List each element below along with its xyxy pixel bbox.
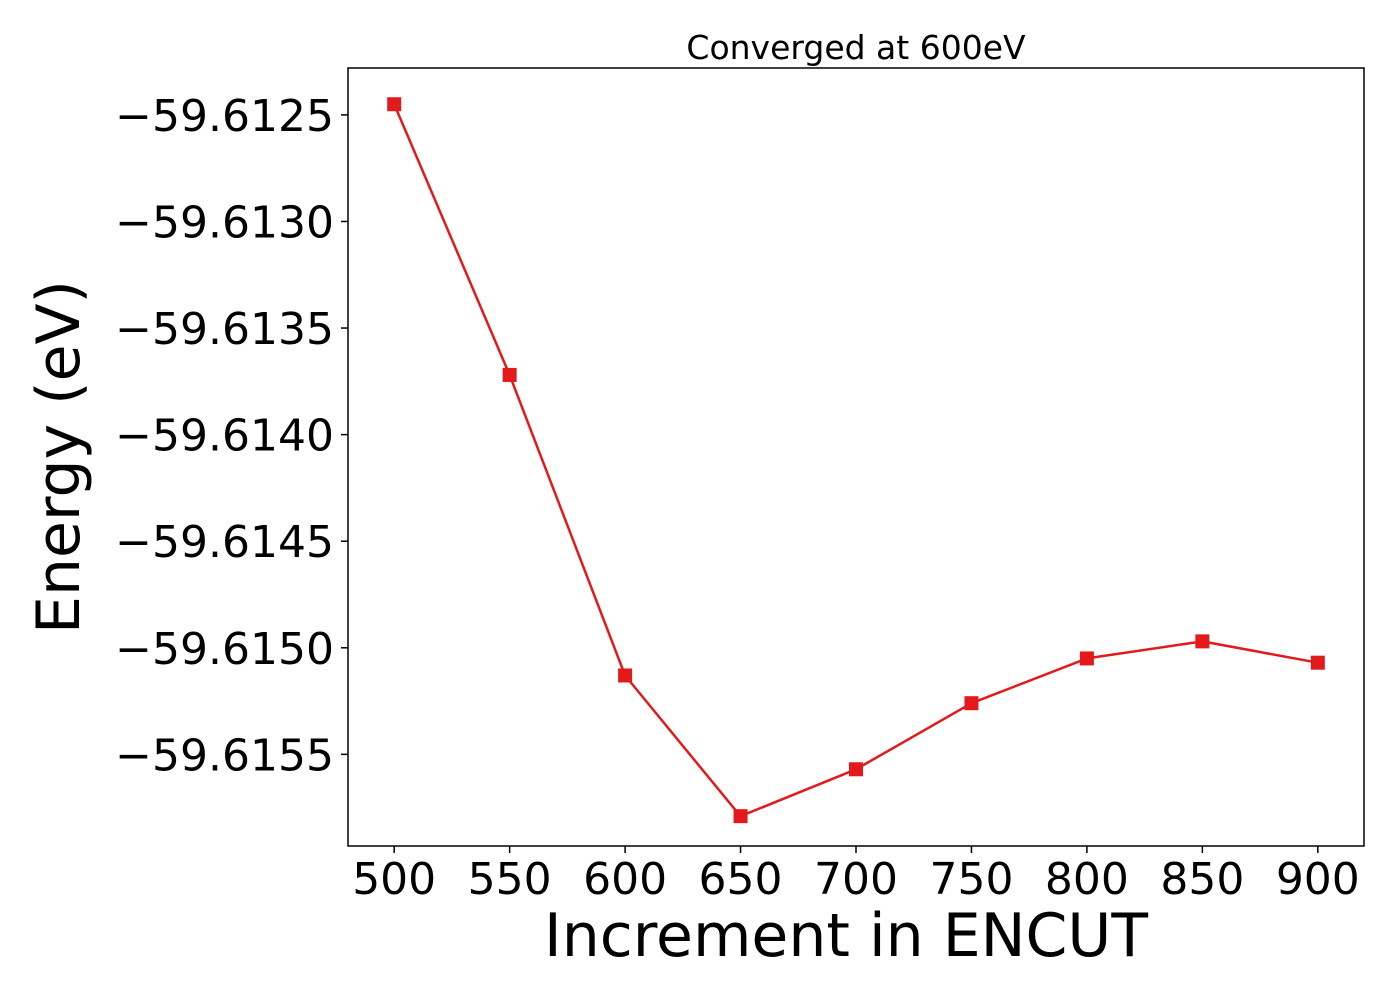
chart-title: Converged at 600eV (686, 28, 1026, 67)
y-tick-label: −59.6145 (115, 517, 334, 568)
data-point-marker (1079, 651, 1094, 666)
x-tick-label: 600 (583, 854, 667, 905)
data-point-marker (849, 762, 863, 777)
data-point-marker (387, 97, 402, 112)
x-tick-label: 850 (1160, 854, 1244, 905)
x-tick-label: 500 (352, 854, 436, 905)
data-point-marker (1310, 655, 1325, 670)
plot-area (347, 67, 1365, 847)
x-tick-label: 750 (929, 854, 1013, 905)
data-point-marker (618, 668, 633, 683)
y-tick-label: −59.6140 (115, 411, 334, 462)
y-axis-label: Energy (eV) (24, 280, 94, 634)
y-axis-ticks: −59.6125 −59.6130 −59.6135 −59.6140 −59.6145… (115, 91, 348, 781)
data-point-marker (733, 809, 748, 824)
series-layer (387, 97, 1325, 824)
x-axis-label: Increment in ENCUT (544, 901, 1148, 971)
x-tick-label: 700 (814, 854, 898, 905)
x-tick-label: 550 (468, 854, 552, 905)
y-tick-label: −59.6125 (115, 91, 334, 142)
data-point-marker (964, 696, 979, 711)
x-tick-label: 650 (699, 854, 783, 905)
x-axis-ticks: 500 550 600 650 700 750 800 850 900 (352, 846, 1360, 905)
data-point-marker (502, 367, 517, 382)
y-tick-label: −59.6135 (115, 304, 334, 355)
y-tick-label: −59.6130 (115, 197, 334, 248)
y-tick-label: −59.6150 (115, 624, 334, 675)
data-point-marker (1195, 634, 1210, 649)
x-tick-label: 800 (1045, 854, 1129, 905)
x-tick-label: 900 (1276, 854, 1360, 905)
y-tick-label: −59.6155 (115, 730, 334, 781)
